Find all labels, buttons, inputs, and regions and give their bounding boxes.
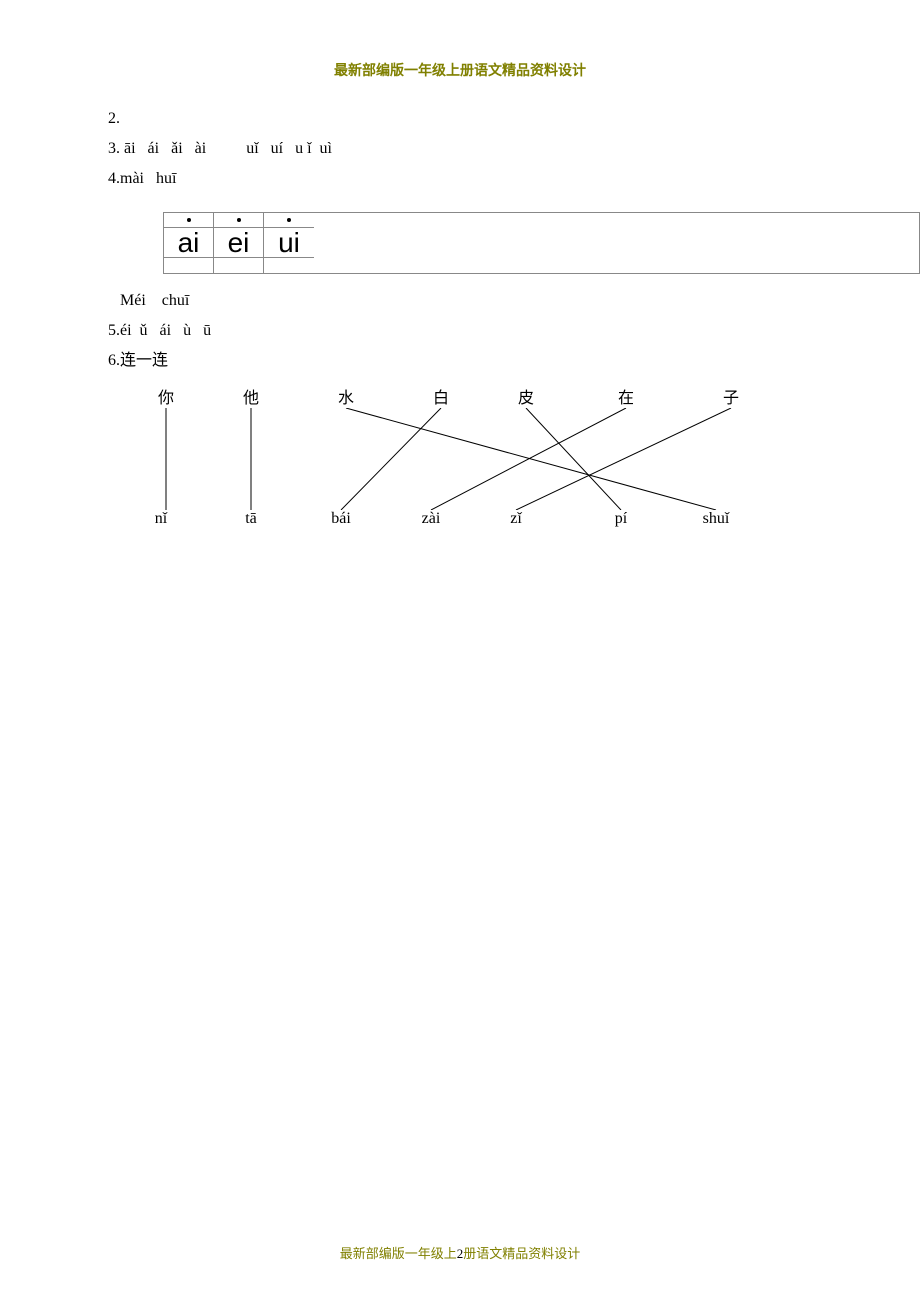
connect-line-2 [346,408,716,510]
bottom-char-2: bái [321,510,361,528]
bottom-char-3: zài [411,510,451,528]
connect-line-5 [431,408,626,510]
grid-text-ei: ei [214,228,263,258]
top-char-3: 白 [421,384,461,408]
top-char-0: 你 [146,384,186,408]
line-2: 2. [108,104,920,134]
connect-line-3 [341,408,441,510]
main-content: 2. 3. āi ái ǎi ài uǐ uí u ǐ uì 4.mài huī… [0,80,920,534]
bottom-char-0: nǐ [141,510,181,528]
line-4b: Méi chuī [108,286,920,316]
bottom-char-1: tā [231,510,271,528]
connect-line-6 [516,408,731,510]
top-char-5: 在 [606,384,646,408]
line-3: 3. āi ái ǎi ài uǐ uí u ǐ uì [108,134,920,164]
bottom-char-4: zǐ [496,510,536,528]
grid-cell-ui: ui [264,213,314,273]
connect-line-4 [526,408,621,510]
page-header: 最新部编版一年级上册语文精品资料设计 [0,0,920,80]
grid-cell-ai: ai [164,213,214,273]
page-footer: 最新部编版一年级上2册语文精品资料设计 [0,1243,920,1262]
top-char-1: 他 [231,384,271,408]
grid-text-ui: ui [264,228,314,258]
header-text: 最新部编版一年级上册语文精品资料设计 [334,64,586,79]
connect-exercise: 你 他 水 白 皮 在 子 nǐ tā bái zài zǐ pí shuǐ [108,384,808,534]
footer-text-after: 册语文精品资料设计 [463,1246,580,1261]
connect-lines [108,408,808,510]
grid-cell-ei: ei [214,213,264,273]
connect-bottom-row: nǐ tā bái zài zǐ pí shuǐ [108,510,808,534]
line-4: 4.mài huī [108,164,920,194]
bottom-char-6: shuǐ [696,510,736,528]
connect-top-row: 你他水白皮在子 [108,384,808,408]
top-char-6: 子 [711,384,751,408]
top-char-4: 皮 [506,384,546,408]
pinyin-grid: ai ei ui [163,212,920,274]
top-char-2: 水 [326,384,366,408]
line-6: 6.连一连 [108,346,920,376]
grid-text-ai: ai [164,228,213,258]
bottom-char-5: pí [601,510,641,528]
line-5: 5.éi ǔ ái ù ū [108,316,920,346]
footer-text-before: 最新部编版一年级上 [340,1246,457,1261]
